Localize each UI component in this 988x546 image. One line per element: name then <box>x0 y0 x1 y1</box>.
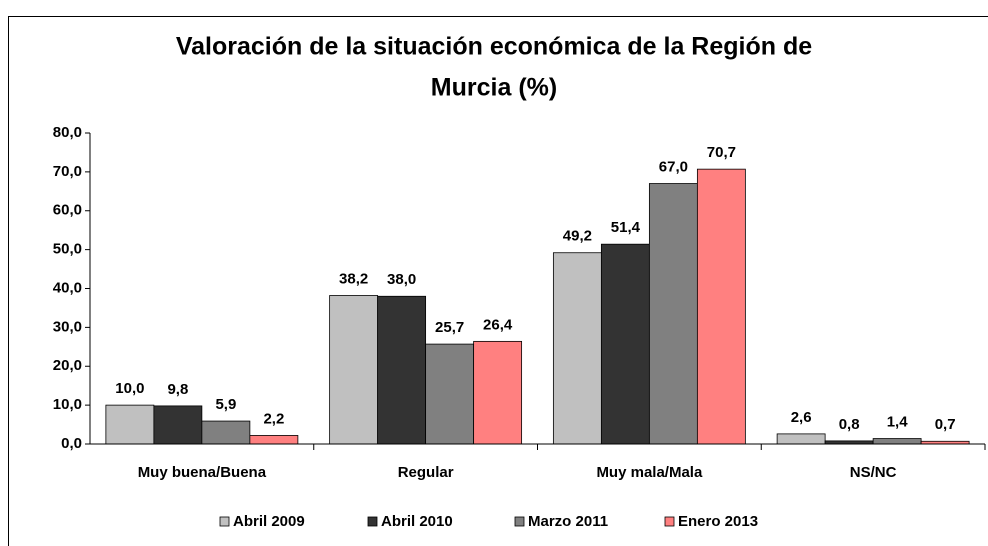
chart-title: Valoración de la situación económica de … <box>176 33 812 61</box>
y-tick-label: 0,0 <box>61 435 82 452</box>
legend-swatch <box>367 516 378 527</box>
y-tick-label: 40,0 <box>53 279 82 296</box>
data-label: 25,7 <box>435 319 464 336</box>
data-label: 10,0 <box>115 380 144 397</box>
y-tick-label: 20,0 <box>53 357 82 374</box>
bar <box>600 243 650 445</box>
legend-swatch <box>664 516 675 527</box>
legend-label: Marzo 2011 <box>528 513 608 530</box>
data-label: 38,2 <box>339 270 368 287</box>
bar <box>249 435 299 445</box>
x-tick-label: Muy mala/Mala <box>596 464 703 481</box>
bar <box>329 295 379 445</box>
data-label: 0,8 <box>839 416 860 433</box>
y-tick-label: 30,0 <box>53 318 82 335</box>
bar <box>201 420 251 445</box>
data-label: 5,9 <box>215 396 236 413</box>
x-tick-label: Regular <box>398 464 454 481</box>
y-tick-label: 50,0 <box>53 241 82 258</box>
chart-title: Murcia (%) <box>431 74 557 102</box>
data-label: 2,2 <box>263 410 284 427</box>
bar <box>872 438 922 445</box>
chart-frame <box>8 16 988 546</box>
bar <box>473 340 523 445</box>
bar <box>105 404 155 445</box>
data-label: 2,6 <box>791 409 812 426</box>
legend-label: Abril 2009 <box>233 513 305 530</box>
data-label: 26,4 <box>483 316 513 333</box>
legend-label: Abril 2010 <box>381 513 453 530</box>
y-tick-label: 10,0 <box>53 396 82 413</box>
legend-label: Enero 2013 <box>678 513 758 530</box>
bar <box>648 183 698 445</box>
data-label: 49,2 <box>563 228 592 245</box>
legend-swatch <box>514 516 525 527</box>
y-tick-label: 60,0 <box>53 202 82 219</box>
bar <box>696 168 746 445</box>
bar <box>552 252 602 445</box>
x-tick-label: NS/NC <box>850 464 897 481</box>
y-tick-label: 70,0 <box>53 163 82 180</box>
data-label: 70,7 <box>707 144 736 161</box>
data-label: 1,4 <box>887 414 909 431</box>
data-label: 0,7 <box>935 416 956 433</box>
bar <box>377 295 427 445</box>
bar <box>153 405 203 445</box>
bar <box>776 433 826 445</box>
legend-swatch <box>219 516 230 527</box>
data-label: 38,0 <box>387 271 416 288</box>
x-tick-label: Muy buena/Buena <box>138 464 267 481</box>
bar <box>425 343 475 445</box>
y-tick-label: 80,0 <box>53 124 82 141</box>
data-label: 67,0 <box>659 159 688 176</box>
data-label: 9,8 <box>167 381 188 398</box>
data-label: 51,4 <box>611 219 641 236</box>
